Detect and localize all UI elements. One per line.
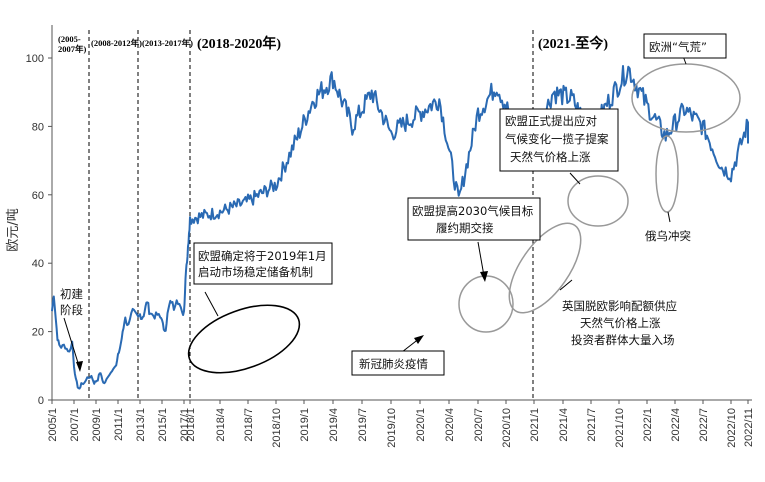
annotation-arrows — [63, 55, 687, 372]
x-tick-label: 2022/1 — [642, 408, 654, 442]
phase-label-2018-2020: (2018-2020年) — [197, 35, 281, 52]
arrow-initial-stage — [63, 317, 80, 367]
phase-label-2008-2012: (2008-2012年) — [91, 38, 142, 48]
annotation-climate-package: 欧盟正式提出应对 气候变化一揽子提案 天然气价格上涨 — [505, 114, 612, 164]
plot-area: 0 20 40 60 80 100 2005/1 2007/1 2009/1 2011/1 201… — [6, 25, 755, 448]
x-tick-label: 2019/10 — [386, 408, 398, 448]
arrow-msr — [204, 291, 219, 317]
x-tick-label: 2022/11 — [743, 408, 755, 447]
arrow-head-initial-stage — [76, 361, 83, 372]
x-tick-label: 2020/4 — [444, 408, 456, 442]
annotation-initial-stage: 初建 阶段 — [60, 287, 87, 317]
x-tick-label: 2018/1 — [185, 408, 197, 442]
annotation-climate-package-line2: 气候变化一揽子提案 — [505, 132, 609, 146]
annotation-covid-box — [351, 350, 445, 376]
phase-label-2005-2007: (2005- 2007年) — [58, 34, 87, 54]
x-tick-label: 2015/1 — [157, 408, 169, 442]
phase-label-2021-now: (2021-至今) — [538, 35, 608, 52]
ellipse-2021-h2 — [567, 175, 629, 227]
x-tick-label: 2022/4 — [670, 408, 682, 442]
annotation-brexit-line2: 天然气价格上涨 — [580, 316, 661, 330]
y-ticks: 0 20 40 60 80 100 — [26, 53, 52, 407]
annotation-2030-target: 欧盟提高2030气候目标 履约期交接 — [412, 204, 537, 235]
annotations: 初建 阶段 欧盟确定将于2019年1月 启动市场稳定储备机制 新冠肺炎疫情 欧盟… — [60, 33, 727, 376]
x-tick-label: 2020/1 — [415, 408, 427, 442]
annotation-msr-line1: 欧盟确定将于2019年1月 — [198, 249, 327, 263]
ellipse-2021-h1 — [508, 222, 582, 314]
arrow-brexit — [559, 279, 573, 291]
annotation-msr-box — [193, 242, 333, 285]
x-tick-label: 2007/1 — [69, 408, 81, 442]
ellipse-russia-ukraine — [655, 135, 679, 213]
phase-label-2005-2007-line2: 2007年) — [58, 44, 87, 54]
annotation-climate-package-line1: 欧盟正式提出应对 — [505, 114, 597, 128]
annotation-covid: 新冠肺炎疫情 — [359, 357, 428, 371]
annotation-energy-crisis: 欧洲“气荒” — [649, 40, 707, 54]
arrow-2030-target — [477, 241, 485, 277]
price-line-series — [51, 65, 749, 390]
x-tick-label: 2020/10 — [501, 408, 513, 448]
x-tick-label: 2021/10 — [614, 408, 626, 448]
annotation-2030-target-box — [407, 197, 541, 241]
x-tick-label: 2011/1 — [113, 408, 125, 441]
y-tick-label: 0 — [38, 395, 44, 407]
annotation-climate-package-line3: 天然气价格上涨 — [510, 150, 591, 164]
annotation-2030-target-line2: 履约期交接 — [436, 221, 494, 235]
x-ticks: 2005/1 2007/1 2009/1 2011/1 2013/1 2015/1 2017… — [47, 400, 755, 448]
annotation-brexit-line1: 英国脱欧影响配额供应 — [562, 299, 677, 313]
x-tick-label: 2022/10 — [726, 408, 738, 448]
phase-label-2005-2007-line1: (2005- — [58, 34, 81, 44]
x-tick-label: 2009/1 — [91, 408, 103, 442]
arrow-russia-ukraine — [667, 211, 671, 223]
x-tick-label: 2019/1 — [299, 408, 311, 442]
x-tick-label: 2018/4 — [215, 408, 227, 442]
x-tick-label: 2022/7 — [698, 408, 710, 442]
annotation-msr: 欧盟确定将于2019年1月 启动市场稳定储备机制 — [198, 249, 330, 279]
x-tick-label: 2017/1 — [179, 408, 191, 442]
x-tick-label: 2021/1 — [529, 408, 541, 442]
arrow-head-2030-target — [480, 271, 488, 282]
y-tick-label: 80 — [32, 121, 44, 133]
x-tick-label: 2021/4 — [558, 408, 570, 442]
annotation-brexit: 英国脱欧影响配额供应 天然气价格上涨 投资者群体大量入场 — [562, 299, 681, 347]
x-tick-label: 2018/7 — [243, 408, 255, 442]
y-axis-label: 欧元/吨 — [6, 208, 21, 251]
x-tick-label: 2013/1 — [135, 408, 147, 442]
x-tick-label: 2019/7 — [357, 408, 369, 442]
x-tick-label: 2005/1 — [47, 408, 59, 442]
x-tick-label: 2019/4 — [328, 408, 340, 442]
ellipse-msr-2018 — [187, 304, 301, 374]
y-tick-label: 40 — [32, 258, 44, 270]
phase-label-2013-2017: (2013-2017年) — [142, 38, 193, 48]
phase-labels: (2005- 2007年) (2008-2012年) (2013-2017年) … — [58, 34, 608, 54]
y-tick-label: 60 — [32, 190, 44, 202]
ellipse-2020 — [458, 275, 514, 333]
y-tick-label: 100 — [26, 53, 44, 65]
arrow-head-covid — [414, 335, 424, 344]
annotation-initial-stage-line1: 初建 — [60, 287, 83, 301]
x-tick-label: 2018/10 — [271, 408, 283, 448]
annotation-brexit-line3: 投资者群体大量入场 — [571, 333, 675, 347]
arrow-climate-package — [569, 172, 581, 185]
y-tick-label: 20 — [32, 327, 44, 339]
x-tick-label: 2021/7 — [586, 408, 598, 442]
annotation-2030-target-line1: 欧盟提高2030气候目标 — [412, 204, 533, 218]
annotation-msr-line2: 启动市场稳定储备机制 — [198, 265, 313, 279]
ellipse-energy-crisis — [631, 63, 741, 133]
x-tick-label: 2020/7 — [473, 408, 485, 442]
annotation-climate-package-box — [499, 108, 619, 172]
annotation-initial-stage-line2: 阶段 — [60, 303, 83, 317]
annotation-energy-crisis-box — [643, 33, 727, 59]
annotation-russia-ukraine: 俄乌冲突 — [645, 229, 691, 243]
